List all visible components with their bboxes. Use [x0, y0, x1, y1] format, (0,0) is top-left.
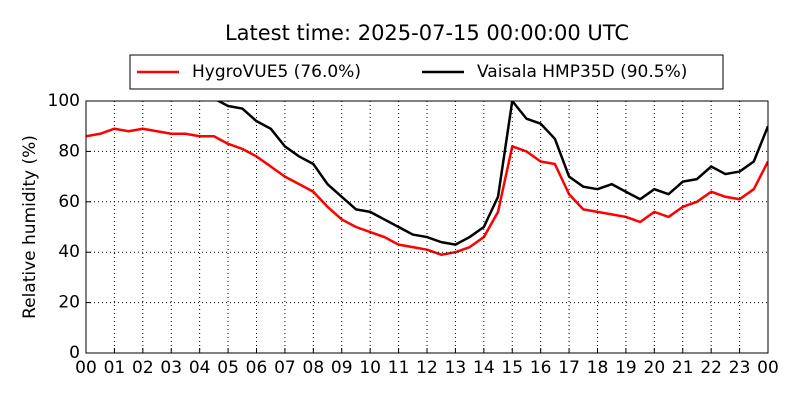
y-tick-label: 0 — [69, 343, 80, 363]
chart-title: Latest time: 2025-07-15 00:00:00 UTC — [225, 21, 629, 45]
x-tick-label: 23 — [729, 358, 751, 378]
x-tick-label: 10 — [359, 358, 381, 378]
x-tick-label: 16 — [530, 358, 552, 378]
y-tick-label: 40 — [58, 242, 80, 262]
x-tick-label: 22 — [700, 358, 722, 378]
legend-label: Vaisala HMP35D (90.5%) — [477, 62, 687, 82]
y-tick-label: 20 — [58, 293, 80, 313]
y-tick-label: 100 — [48, 91, 80, 111]
x-tick-label: 09 — [331, 358, 353, 378]
x-tick-label: 06 — [246, 358, 268, 378]
x-tick-label: 01 — [104, 358, 126, 378]
x-tick-label: 03 — [160, 358, 182, 378]
legend-label: HygroVUE5 (76.0%) — [192, 62, 361, 82]
x-tick-label: 00 — [757, 358, 779, 378]
x-tick-label: 02 — [132, 358, 154, 378]
plot-frame — [85, 100, 769, 354]
x-tick-label: 20 — [644, 358, 666, 378]
x-tick-label: 17 — [558, 358, 580, 378]
y-tick-label: 80 — [58, 141, 80, 161]
x-tick-label: 11 — [388, 358, 410, 378]
x-tick-label: 21 — [672, 358, 694, 378]
x-tick-label: 14 — [473, 358, 495, 378]
x-tick-label: 04 — [189, 358, 211, 378]
x-tick-label: 08 — [303, 358, 325, 378]
y-axis-label: Relative humidity (%) — [20, 135, 40, 319]
x-tick-label: 05 — [217, 358, 239, 378]
x-tick-label: 13 — [445, 358, 467, 378]
x-tick-label: 19 — [615, 358, 637, 378]
y-tick-label: 60 — [58, 192, 80, 212]
x-tick-label: 18 — [587, 358, 609, 378]
x-tick-label: 15 — [501, 358, 523, 378]
x-tick-label: 00 — [75, 358, 97, 378]
x-tick-label: 07 — [274, 358, 296, 378]
x-tick-label: 12 — [416, 358, 438, 378]
